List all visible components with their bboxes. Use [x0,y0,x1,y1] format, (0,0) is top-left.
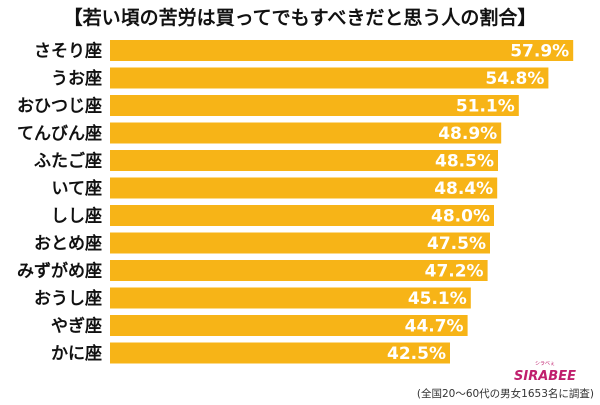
value-label: 48.5% [435,152,494,172]
category-label: おうし座 [34,288,102,309]
category-label: かに座 [51,343,102,364]
category-label: ふたご座 [34,151,102,172]
bar [110,260,488,281]
value-label: 48.4% [434,179,493,199]
category-label: てんびん座 [17,123,102,144]
value-label: 47.2% [425,262,484,282]
footnote: (全国20～60代の男女1653名に調査) [417,387,594,400]
category-label: おひつじ座 [17,96,102,117]
category-label: しし座 [51,206,102,227]
bar [110,40,574,61]
bar [110,205,494,226]
value-label: 48.0% [431,207,490,227]
category-label: おとめ座 [34,233,102,254]
value-label: 54.8% [485,69,544,89]
value-label: 47.5% [427,234,486,254]
bar [110,67,549,89]
logo-tagline: シラベぇ [535,361,555,367]
value-label: 44.7% [405,317,464,337]
bar [110,232,490,254]
category-label: さそり座 [34,41,102,62]
value-label: 45.1% [408,289,467,309]
value-label: 42.5% [387,344,446,364]
category-label: うお座 [51,68,102,89]
value-label: 57.9% [510,42,569,62]
category-label: みずがめ座 [17,261,102,282]
bar [110,315,468,336]
category-label: やぎ座 [51,316,102,337]
logo-text: SIRABEE [514,369,576,384]
bar [110,177,498,199]
bar [110,122,502,144]
value-label: 51.1% [456,97,515,117]
value-label: 48.9% [438,124,497,144]
bar [110,342,450,364]
chart-title: 【若い頃の苦労は買ってでもすべきだと思う人の割合】 [64,6,537,29]
bars-group: さそり座 57.9% うお座 54.8% おひつじ座 51.1% てんびん座 48.9% ふたご… [17,40,574,364]
sirabee-logo: シラベぇ SIRABEE [514,361,576,384]
bar [110,287,471,309]
bar [110,95,519,116]
category-label: いて座 [52,178,103,199]
bar [110,150,498,171]
